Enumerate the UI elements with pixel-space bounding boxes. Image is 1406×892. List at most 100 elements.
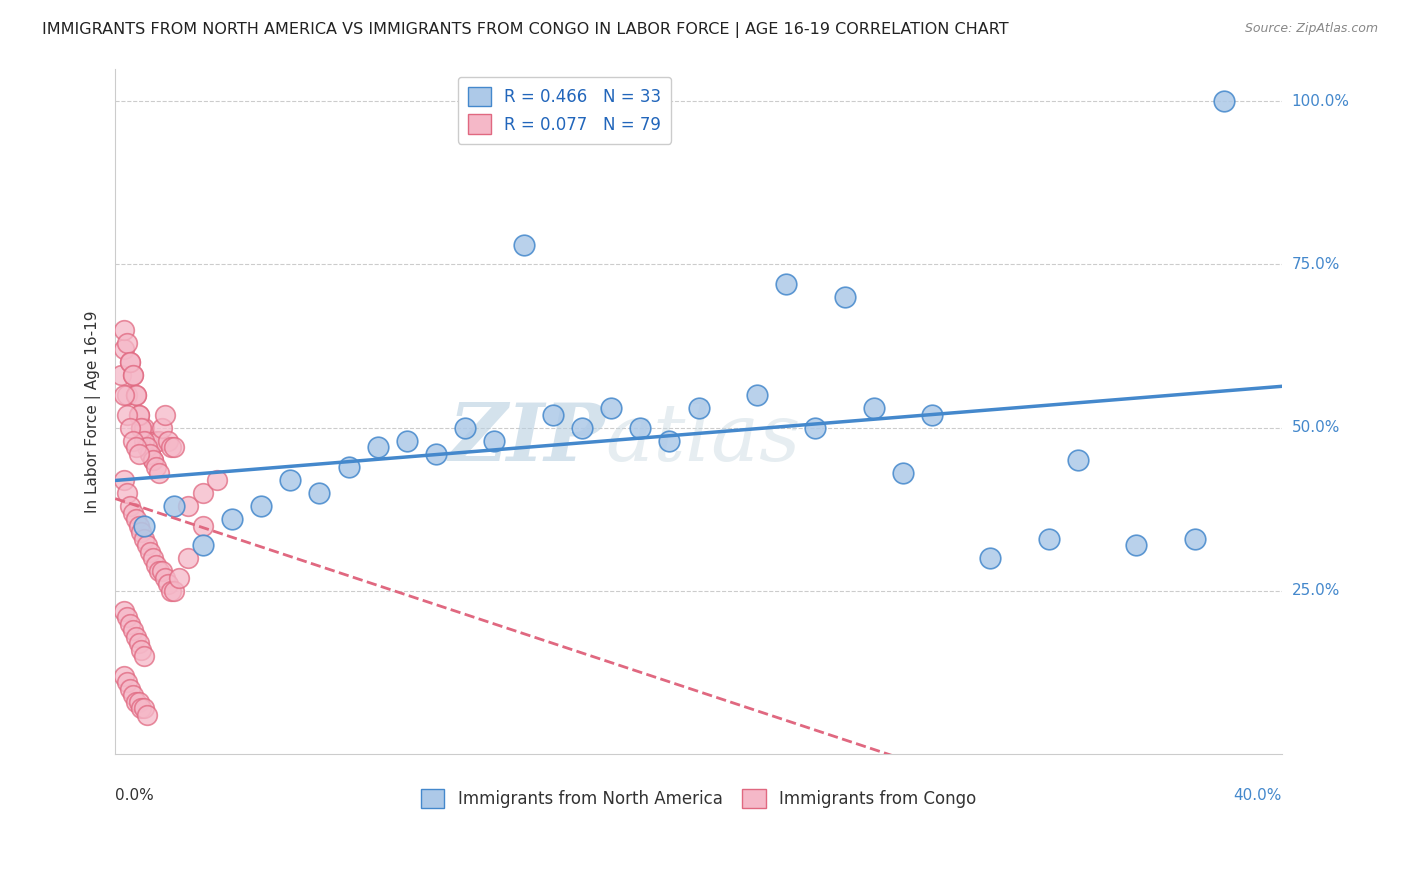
- Point: [128, 518, 150, 533]
- Point: [131, 701, 153, 715]
- Point: [142, 551, 165, 566]
- Text: atlas: atlas: [606, 400, 800, 477]
- Point: [191, 486, 214, 500]
- Point: [207, 473, 229, 487]
- Point: [162, 583, 184, 598]
- Point: [1184, 532, 1206, 546]
- Point: [115, 408, 138, 422]
- Point: [118, 499, 141, 513]
- Text: IMMIGRANTS FROM NORTH AMERICA VS IMMIGRANTS FROM CONGO IN LABOR FORCE | AGE 16-1: IMMIGRANTS FROM NORTH AMERICA VS IMMIGRA…: [42, 22, 1010, 38]
- Point: [121, 506, 143, 520]
- Point: [118, 616, 141, 631]
- Point: [191, 518, 214, 533]
- Point: [139, 447, 162, 461]
- Point: [134, 701, 156, 715]
- Point: [124, 388, 146, 402]
- Point: [145, 459, 167, 474]
- Point: [124, 630, 146, 644]
- Text: 100.0%: 100.0%: [1292, 94, 1350, 109]
- Point: [148, 565, 170, 579]
- Point: [134, 649, 156, 664]
- Point: [115, 335, 138, 350]
- Point: [124, 440, 146, 454]
- Point: [134, 532, 156, 546]
- Point: [162, 440, 184, 454]
- Point: [112, 343, 135, 357]
- Point: [115, 388, 138, 402]
- Point: [148, 434, 170, 448]
- Point: [128, 408, 150, 422]
- Point: [191, 538, 214, 552]
- Point: [136, 538, 159, 552]
- Point: [131, 642, 153, 657]
- Point: [1067, 453, 1090, 467]
- Point: [921, 408, 943, 422]
- Point: [688, 401, 710, 416]
- Point: [250, 499, 273, 513]
- Point: [136, 440, 159, 454]
- Point: [121, 368, 143, 383]
- Text: 25.0%: 25.0%: [1292, 583, 1340, 599]
- Point: [150, 565, 173, 579]
- Point: [128, 636, 150, 650]
- Point: [145, 434, 167, 448]
- Point: [134, 420, 156, 434]
- Point: [775, 277, 797, 291]
- Point: [128, 408, 150, 422]
- Point: [1212, 94, 1234, 108]
- Text: ZIP: ZIP: [449, 400, 606, 477]
- Point: [139, 447, 162, 461]
- Point: [308, 486, 330, 500]
- Text: Source: ZipAtlas.com: Source: ZipAtlas.com: [1244, 22, 1378, 36]
- Text: 40.0%: 40.0%: [1233, 789, 1282, 804]
- Point: [131, 420, 153, 434]
- Point: [112, 323, 135, 337]
- Point: [112, 473, 135, 487]
- Point: [142, 453, 165, 467]
- Point: [128, 447, 150, 461]
- Point: [121, 623, 143, 637]
- Point: [153, 571, 176, 585]
- Point: [136, 434, 159, 448]
- Point: [169, 571, 191, 585]
- Point: [118, 420, 141, 434]
- Point: [156, 434, 179, 448]
- Point: [571, 420, 593, 434]
- Y-axis label: In Labor Force | Age 16-19: In Labor Force | Age 16-19: [86, 310, 101, 513]
- Text: 75.0%: 75.0%: [1292, 257, 1340, 272]
- Point: [134, 434, 156, 448]
- Point: [804, 420, 827, 434]
- Legend: Immigrants from North America, Immigrants from Congo: Immigrants from North America, Immigrant…: [415, 782, 983, 814]
- Point: [156, 577, 179, 591]
- Point: [112, 388, 135, 402]
- Point: [177, 551, 200, 566]
- Point: [512, 237, 534, 252]
- Point: [134, 518, 156, 533]
- Point: [115, 610, 138, 624]
- Point: [484, 434, 506, 448]
- Point: [124, 388, 146, 402]
- Point: [112, 603, 135, 617]
- Point: [159, 583, 181, 598]
- Point: [862, 401, 884, 416]
- Point: [1038, 532, 1060, 546]
- Point: [142, 453, 165, 467]
- Point: [600, 401, 623, 416]
- Text: 0.0%: 0.0%: [115, 789, 153, 804]
- Point: [150, 420, 173, 434]
- Point: [628, 420, 651, 434]
- Point: [278, 473, 301, 487]
- Point: [121, 434, 143, 448]
- Text: 50.0%: 50.0%: [1292, 420, 1340, 435]
- Point: [979, 551, 1001, 566]
- Point: [159, 440, 181, 454]
- Point: [395, 434, 418, 448]
- Point: [112, 669, 135, 683]
- Point: [128, 695, 150, 709]
- Point: [891, 467, 914, 481]
- Point: [658, 434, 681, 448]
- Point: [145, 558, 167, 572]
- Point: [124, 695, 146, 709]
- Point: [124, 512, 146, 526]
- Point: [118, 681, 141, 696]
